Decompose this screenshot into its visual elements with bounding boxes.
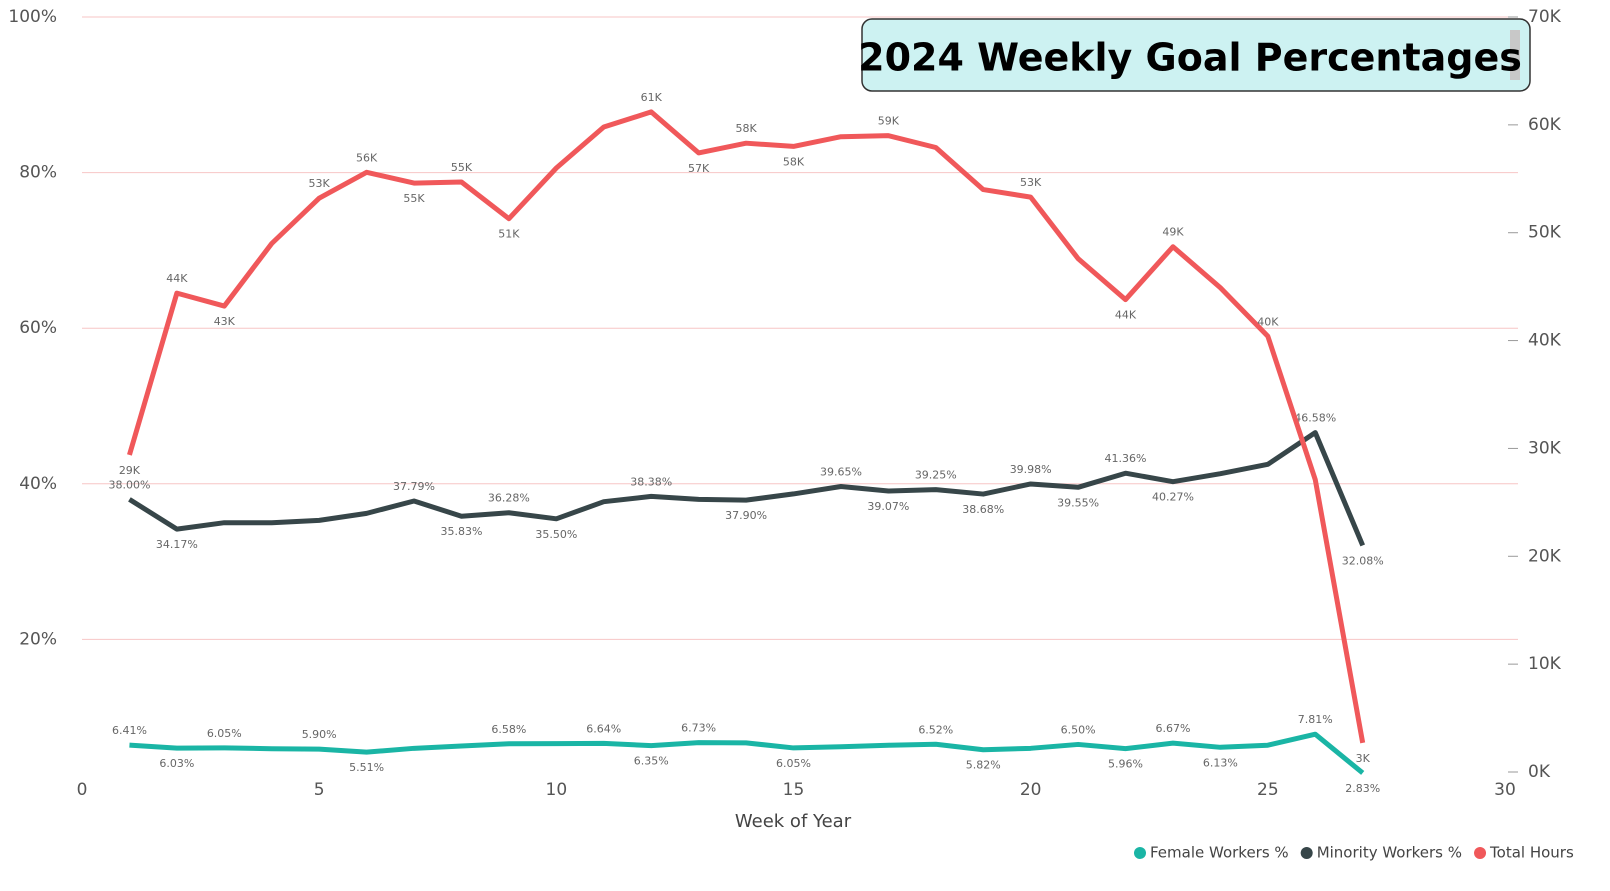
chart-title: 2024 Weekly Goal Percentages	[858, 36, 1522, 80]
series-line	[127, 109, 1366, 744]
data-label: 6.64%	[586, 722, 621, 735]
data-label: 37.90%	[725, 509, 767, 522]
data-label: 6.13%	[1203, 756, 1238, 769]
data-label: 56K	[356, 151, 378, 164]
data-label: 44K	[166, 272, 188, 285]
data-label: 6.35%	[634, 755, 669, 768]
data-label: 6.73%	[681, 722, 716, 735]
title-box	[861, 18, 1531, 92]
data-label: 34.17%	[156, 538, 198, 551]
y-tick-label: 80%	[19, 163, 57, 183]
data-label: 57K	[688, 162, 710, 175]
x-tick-label: 20	[1020, 780, 1042, 800]
x-tick-label: 0	[77, 780, 88, 800]
legend-marker	[1474, 847, 1487, 859]
data-label: 40.27%	[1152, 491, 1194, 504]
data-label: 39.25%	[915, 469, 957, 482]
data-label: 5.51%	[349, 761, 384, 774]
data-label: 51K	[498, 228, 520, 241]
data-label: 35.83%	[440, 525, 482, 538]
y-tick-label: 40%	[19, 474, 57, 494]
data-label: 39.07%	[867, 500, 909, 513]
y2-tick-label: 30K	[1528, 438, 1562, 458]
data-label: 5.82%	[966, 759, 1001, 772]
legend-label: Female Workers %	[1150, 844, 1289, 862]
x-tick-label: 5	[314, 780, 325, 800]
x-tick-label: 25	[1257, 780, 1279, 800]
legend-marker	[1300, 847, 1313, 859]
data-label: 53K	[309, 177, 331, 190]
x-axis-title: Week of Year	[735, 811, 852, 832]
data-label: 61K	[641, 91, 663, 104]
data-label: 36.28%	[488, 492, 530, 505]
data-label: 58K	[783, 155, 805, 168]
scrollbar	[1510, 30, 1520, 80]
data-label: 6.05%	[207, 727, 242, 740]
data-label: 49K	[1162, 226, 1184, 239]
data-label: 6.67%	[1155, 722, 1190, 735]
data-label: 40K	[1257, 315, 1279, 328]
data-label: 58K	[735, 122, 757, 135]
y2-tick-label: 40K	[1528, 331, 1562, 351]
data-label: 5.96%	[1108, 758, 1143, 771]
y2-tick-label: 60K	[1528, 115, 1562, 135]
y-tick-label: 60%	[19, 318, 57, 338]
data-label: 32.08%	[1342, 554, 1384, 567]
data-label: 6.58%	[491, 723, 526, 736]
data-label: 29K	[119, 464, 141, 477]
data-label: 38.00%	[108, 478, 150, 491]
data-label: 7.81%	[1298, 713, 1333, 726]
data-label: 41.36%	[1105, 452, 1147, 465]
data-label: 6.41%	[112, 724, 147, 737]
data-label: 44K	[1115, 309, 1137, 322]
y2-tick-label: 50K	[1528, 223, 1562, 243]
data-label: 39.65%	[820, 466, 862, 479]
data-label: 6.05%	[776, 757, 811, 770]
data-label: 53K	[1020, 176, 1042, 189]
x-tick-label: 15	[783, 780, 805, 800]
x-tick-label: 10	[546, 780, 568, 800]
data-label: 39.98%	[1010, 463, 1052, 476]
y-tick-label: 20%	[19, 629, 57, 649]
y2-tick-label: 10K	[1528, 654, 1562, 674]
series-line	[129, 731, 1365, 775]
data-label: 55K	[451, 161, 473, 174]
legend-label: Total Hours	[1489, 844, 1574, 862]
data-label: 38.38%	[630, 475, 672, 488]
data-label: 6.03%	[159, 757, 194, 770]
data-label: 43K	[214, 315, 236, 328]
x-tick-label: 30	[1494, 780, 1516, 800]
legend-label: Minority Workers %	[1317, 844, 1462, 862]
data-label: 55K	[403, 192, 425, 205]
data-label: 35.50%	[535, 528, 577, 541]
data-label: 59K	[878, 115, 900, 128]
series-line	[128, 430, 1366, 547]
data-label: 3K	[1356, 752, 1371, 765]
data-label: 38.68%	[962, 503, 1004, 516]
y-tick-label: 100%	[8, 7, 57, 27]
y2-tick-label: 20K	[1528, 546, 1562, 566]
y2-tick-label: 0K	[1528, 762, 1551, 782]
data-label: 5.90%	[302, 728, 337, 741]
data-label: 6.50%	[1061, 723, 1096, 736]
data-label: 6.52%	[918, 723, 953, 736]
legend-marker	[1134, 847, 1146, 859]
data-label: 46.58%	[1294, 412, 1336, 425]
data-label: 2.83%	[1345, 782, 1380, 795]
data-label: 37.79%	[393, 480, 435, 493]
data-label: 39.55%	[1057, 496, 1099, 509]
y2-tick-label: 70K	[1528, 7, 1562, 27]
